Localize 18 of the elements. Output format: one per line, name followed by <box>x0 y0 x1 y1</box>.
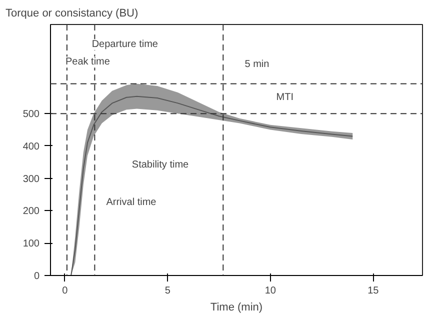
y-tick-label: 300 <box>22 174 40 185</box>
x-tick-label: 15 <box>368 286 380 296</box>
y-tick-label: 0 <box>34 271 40 282</box>
y-tick-label: 200 <box>22 206 40 218</box>
annotation: Arrival time <box>106 197 157 208</box>
y-tick-label: 500 <box>22 109 40 120</box>
annotation: Departure time <box>92 39 158 50</box>
y-tick-label: 400 <box>22 141 40 152</box>
annotation: 5 min <box>244 59 270 70</box>
x-tick-label: 5 <box>164 286 171 296</box>
x-axis-title: Time (min) <box>210 302 263 314</box>
y-tick-label: 100 <box>22 238 40 250</box>
x-tick-label: 0 <box>62 286 68 296</box>
y-axis-title: Torque or consistancy (BU) <box>6 8 138 20</box>
annotation: Stability time <box>132 160 190 171</box>
x-tick-label: 10 <box>264 286 276 296</box>
annotation: Peak time <box>65 56 110 68</box>
annotation: MTI <box>276 92 294 103</box>
